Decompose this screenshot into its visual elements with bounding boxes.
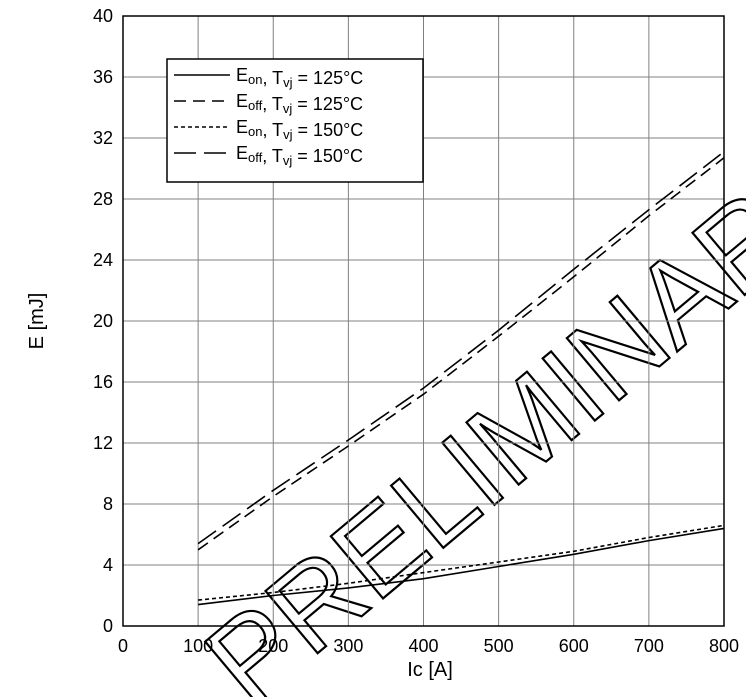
series-line-3: [197, 151, 725, 545]
y-tick-label: 32: [93, 128, 113, 148]
y-tick-label: 36: [93, 67, 113, 87]
legend-label-3: Eoff, Tvj = 150°C: [236, 143, 363, 168]
watermark-text: PRELIMINARY: [182, 116, 746, 697]
legend-box: [166, 58, 424, 183]
x-tick-label: 400: [408, 636, 438, 656]
x-tick-label: 200: [258, 636, 288, 656]
x-tick-label: 800: [709, 636, 739, 656]
x-tick-label: 500: [484, 636, 514, 656]
y-tick-label: 8: [103, 494, 113, 514]
x-tick-label: 700: [634, 636, 664, 656]
series-line-0: [198, 527, 725, 606]
y-tick-label: 40: [93, 6, 113, 26]
y-tick-label: 16: [93, 372, 113, 392]
x-tick-label: 0: [118, 636, 128, 656]
y-axis-label: E [mJ]: [26, 293, 48, 350]
y-tick-label: 20: [93, 311, 113, 331]
watermark: PRELIMINARY: [181, 115, 746, 697]
y-tick-label: 4: [103, 555, 113, 575]
x-tick-label: 600: [559, 636, 589, 656]
legend-label-2: Eon, Tvj = 150°C: [236, 117, 363, 142]
plot-frame: [122, 15, 725, 627]
axes: 0 100 200 300 400 500 600 700 800 0 4 8 12 16 20 24 28 32…: [26, 6, 739, 681]
y-tick-label: 12: [93, 433, 113, 453]
y-tick-label: 28: [93, 189, 113, 209]
series-group: [197, 151, 725, 606]
y-tick-label: 0: [103, 616, 113, 636]
legend-label-1: Eoff, Tvj = 125°C: [236, 91, 363, 116]
x-tick-label: 300: [333, 636, 363, 656]
x-tick-label: 100: [183, 636, 213, 656]
y-tick-label: 24: [93, 250, 113, 270]
x-axis-label: Ic [A]: [407, 659, 453, 681]
legend-label-0: Eon, Tvj = 125°C: [236, 65, 363, 90]
series-line-2: [198, 524, 725, 601]
